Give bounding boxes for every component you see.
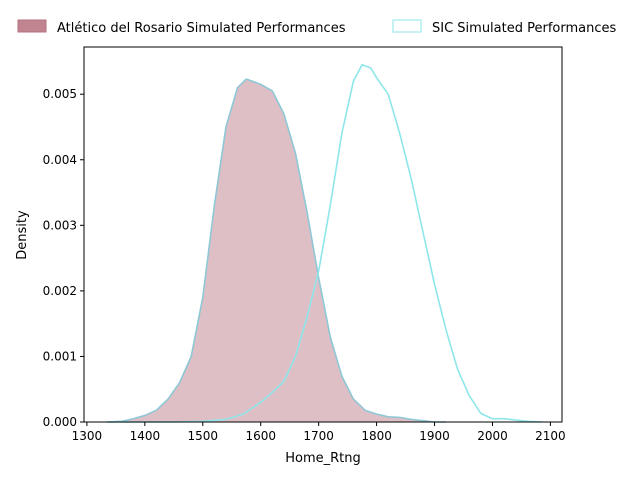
y-axis: 0.000 0.001 0.002 0.003 0.004 0.005 [43,87,84,429]
legend-swatch-series-2 [392,19,422,33]
x-tick-label: 2100 [535,429,566,443]
legend-swatch-series-1 [17,19,47,33]
y-tick-label: 0.005 [43,87,77,101]
legend-label-series-1: Atlético del Rosario Simulated Performan… [57,21,346,36]
y-tick-label: 0.001 [43,349,77,363]
legend: Atlético del Rosario Simulated Performan… [17,19,616,36]
y-tick-label: 0.004 [43,153,77,167]
y-axis-label: Density [15,210,30,260]
x-tick-label: 1600 [245,429,276,443]
x-axis: 1300 1400 1500 1600 1700 1800 1900 2000 2100 [72,422,566,443]
y-tick-label: 0.000 [43,415,77,429]
x-tick-label: 1500 [188,429,219,443]
x-tick-label: 1300 [72,429,103,443]
y-tick-label: 0.002 [43,284,77,298]
y-tick-label: 0.003 [43,218,77,232]
x-tick-label: 1400 [130,429,161,443]
density-line-series-1 [107,78,447,423]
x-tick-label: 1700 [303,429,334,443]
density-line-series-2 [107,63,542,423]
legend-label-series-2: SIC Simulated Performances [432,21,616,36]
x-tick-label: 2000 [477,429,508,443]
plot-area [107,63,542,423]
x-tick-label: 1800 [361,429,392,443]
x-tick-label: 1900 [419,429,450,443]
x-axis-label: Home_Rtng [285,451,361,466]
plot-frame [83,46,563,423]
density-area-series-1 [107,79,447,423]
